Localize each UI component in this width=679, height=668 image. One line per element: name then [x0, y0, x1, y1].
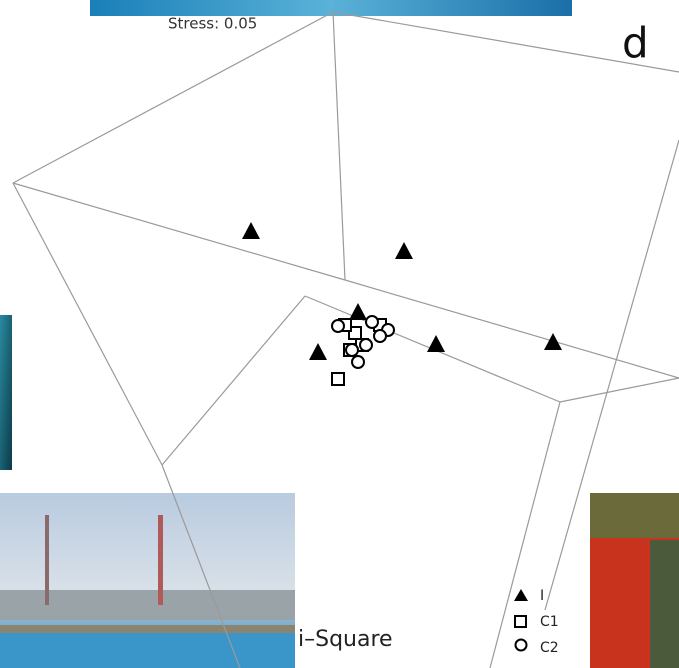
stress-label: Stress: 0.05: [168, 15, 257, 33]
box-wireframe: [12, 11, 679, 668]
legend-label: C2: [540, 640, 559, 656]
legend-label: I: [540, 588, 544, 604]
panel-letter: d: [622, 19, 649, 68]
top-photo: [90, 0, 572, 16]
bottom-left-photo: [0, 493, 295, 668]
bottom-right-photo: [590, 493, 679, 668]
points-open: [331, 315, 395, 386]
points: [242, 222, 562, 360]
left-photo: [0, 315, 12, 470]
legend: I C1 C2: [514, 588, 559, 656]
photo-caption: i–Square: [298, 627, 393, 652]
legend-label: C1: [540, 614, 559, 630]
